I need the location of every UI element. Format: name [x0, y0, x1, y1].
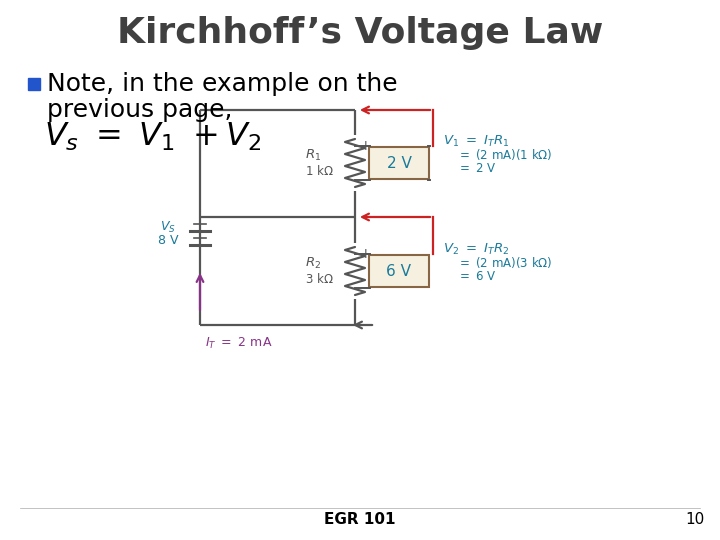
Text: Note, in the example on the: Note, in the example on the [47, 72, 397, 96]
Text: $R_1$: $R_1$ [305, 147, 321, 163]
Text: 3 k$\Omega$: 3 k$\Omega$ [305, 272, 333, 286]
Text: $=\ (2\ \mathrm{mA})(3\ \mathrm{k}\Omega)$: $=\ (2\ \mathrm{mA})(3\ \mathrm{k}\Omega… [457, 255, 552, 271]
FancyBboxPatch shape [369, 255, 429, 287]
FancyBboxPatch shape [369, 147, 429, 179]
Text: $=\ 6\ \mathrm{V}$: $=\ 6\ \mathrm{V}$ [457, 271, 497, 284]
Text: $=\ 2\ \mathrm{V}$: $=\ 2\ \mathrm{V}$ [457, 163, 497, 176]
Text: $=\ (2\ \mathrm{mA})(1\ \mathrm{k}\Omega)$: $=\ (2\ \mathrm{mA})(1\ \mathrm{k}\Omega… [457, 147, 552, 163]
Text: +: + [359, 247, 371, 261]
Text: 2 V: 2 V [387, 156, 411, 171]
Text: 8 V: 8 V [158, 234, 179, 247]
Text: previous page,: previous page, [47, 98, 233, 122]
Text: $\mathit{I}_T\ =\ 2\ \mathrm{mA}$: $\mathit{I}_T\ =\ 2\ \mathrm{mA}$ [205, 335, 272, 350]
Text: 1 k$\Omega$: 1 k$\Omega$ [305, 164, 333, 178]
Text: EGR 101: EGR 101 [324, 512, 396, 528]
Text: $R_2$: $R_2$ [305, 255, 321, 271]
Text: −: − [359, 281, 371, 295]
Text: +: + [359, 139, 371, 153]
Bar [28, 78, 40, 90]
Text: 10: 10 [685, 512, 705, 528]
Text: −: − [359, 173, 371, 187]
Text: $V_2\ =\ I_T R_2$: $V_2\ =\ I_T R_2$ [443, 241, 509, 256]
Text: Kirchhoff’s Voltage Law: Kirchhoff’s Voltage Law [117, 16, 603, 50]
Text: $V_S$: $V_S$ [160, 219, 176, 234]
Text: 6 V: 6 V [387, 264, 412, 279]
Text: $V_1\ =\ I_T R_1$: $V_1\ =\ I_T R_1$ [443, 133, 509, 148]
Text: $\mathit{V}_{\mathit{s}}\ =\ \mathit{V}_{\mathit{1}}\ +\mathit{V}_{\mathit{2}}$: $\mathit{V}_{\mathit{s}}\ =\ \mathit{V}_… [44, 121, 261, 153]
